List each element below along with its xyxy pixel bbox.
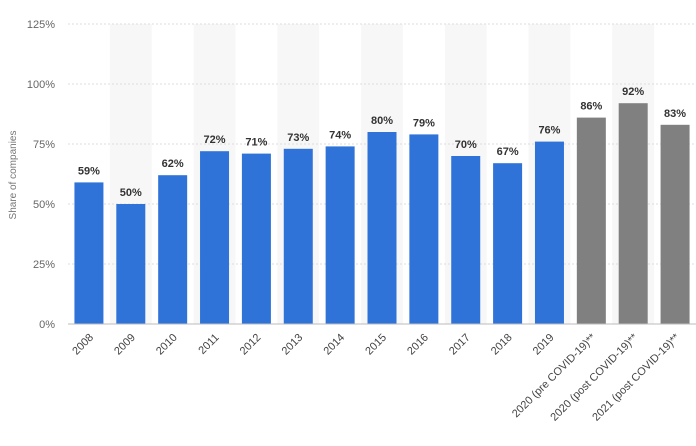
y-axis-ticks: 0% 25% 50% 75% 100% 125% <box>27 19 55 331</box>
bar <box>618 103 648 324</box>
x-axis-ticks: 2008 2009 2010 2011 2012 2013 2014 2015 2016 2017… <box>70 331 682 423</box>
bar <box>158 175 188 324</box>
bar <box>116 204 146 324</box>
bar <box>200 151 230 324</box>
x-tick-label: 2016 <box>405 332 431 358</box>
data-label: 73% <box>287 132 309 144</box>
data-label: 74% <box>329 129 351 141</box>
x-tick-label: 2017 <box>447 332 473 358</box>
data-labels: 59% 50% 62% 72% 71% 73% 74% 80% 79% 70% 67% 76% 86% 9… <box>78 86 686 199</box>
x-tick-label: 2020 (pre COVID-19)** <box>510 331 599 420</box>
data-label: 71% <box>245 137 267 149</box>
y-tick-label: 100% <box>27 79 55 91</box>
data-label: 76% <box>538 125 560 137</box>
data-label: 70% <box>455 139 477 151</box>
data-label: 62% <box>162 158 184 170</box>
x-tick-label: 2019 <box>531 332 557 358</box>
x-tick-label: 2012 <box>238 332 264 358</box>
x-tick-label: 2021 (post COVID-19)** <box>590 331 682 423</box>
bar <box>409 134 439 324</box>
bar <box>660 124 690 324</box>
x-tick-label: 2015 <box>363 332 389 358</box>
data-label: 72% <box>204 134 226 146</box>
bar <box>367 132 397 324</box>
y-tick-label: 25% <box>33 259 55 271</box>
data-label: 59% <box>78 165 100 177</box>
x-tick-label: 2013 <box>280 332 306 358</box>
y-tick-label: 0% <box>39 319 55 331</box>
data-label: 86% <box>580 101 602 113</box>
y-axis-label: Share of companies <box>8 131 19 220</box>
x-tick-label: 2009 <box>112 332 138 358</box>
data-label: 80% <box>371 115 393 127</box>
x-tick-label: 2018 <box>489 332 515 358</box>
data-label: 83% <box>664 108 686 120</box>
bar <box>241 153 271 324</box>
x-tick-label: 2014 <box>321 332 347 358</box>
y-tick-label: 125% <box>27 19 55 31</box>
data-label: 92% <box>622 86 644 98</box>
y-tick-label: 75% <box>33 139 55 151</box>
x-tick-label: 2011 <box>196 332 221 357</box>
data-label: 67% <box>497 146 519 158</box>
data-label: 50% <box>120 187 142 199</box>
bar <box>493 163 523 324</box>
bar <box>451 156 481 324</box>
x-tick-label: 2008 <box>70 332 96 358</box>
y-tick-label: 50% <box>33 199 55 211</box>
bar <box>576 117 606 324</box>
bar <box>534 141 564 324</box>
bar <box>325 146 355 324</box>
x-tick-label: 2010 <box>154 332 180 358</box>
bar <box>74 182 104 324</box>
bars <box>74 103 690 324</box>
bar <box>283 148 313 324</box>
data-label: 79% <box>413 117 435 129</box>
